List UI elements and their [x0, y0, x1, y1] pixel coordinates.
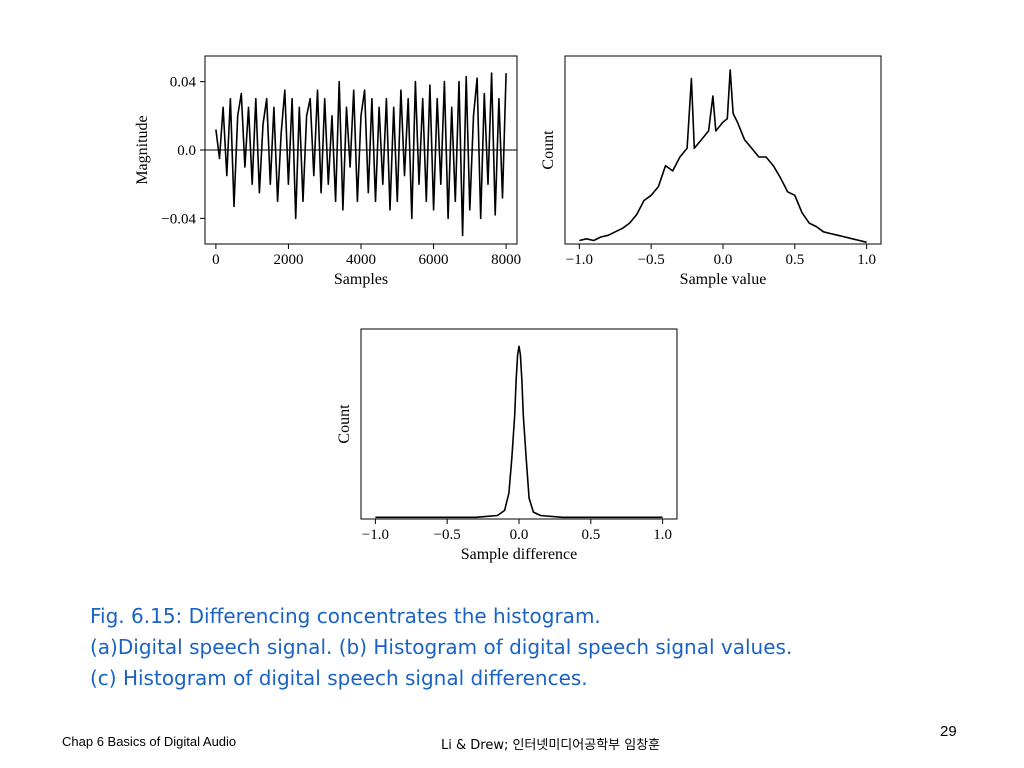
series-line-0	[215, 72, 507, 237]
x-tick-label: 0.5	[581, 527, 600, 543]
x-tick-label: 1.0	[857, 252, 876, 268]
y-tick-label: 0.0	[177, 143, 196, 159]
x-tick-label: 6000	[419, 252, 449, 268]
x-tick-label: 0.0	[510, 527, 529, 543]
x-axis-label: Samples	[334, 271, 388, 288]
x-tick-label: −0.5	[638, 252, 665, 268]
plot-frame	[360, 328, 678, 520]
caption-line-2: (a)Digital speech signal. (b) Histogram …	[90, 635, 793, 659]
chart-b-value-histogram: −1.0 −0.5 0.0 0.5 1.0 Sample value Count	[540, 55, 882, 288]
figure-caption: Fig. 6.15: Differencing concentrates the…	[90, 601, 990, 694]
y-axis-label: Count	[540, 130, 557, 170]
x-tick-label: −1.0	[362, 527, 389, 543]
plot-frame	[564, 55, 882, 245]
x-tick-label: 1.0	[653, 527, 672, 543]
chart-a-speech-signal: 0 2000 4000 6000 8000 0.04 0.0 −0.04 Samples Magn…	[134, 55, 521, 288]
y-tick-label: −0.04	[161, 211, 196, 227]
x-axis-label: Sample difference	[461, 546, 578, 563]
y-axis-label: Magnitude	[134, 115, 151, 184]
x-tick-label: 2000	[273, 252, 303, 268]
caption-line-3: (c) Histogram of digital speech signal d…	[90, 666, 588, 690]
x-tick-label: 0	[212, 252, 220, 268]
series-line-0	[375, 345, 663, 519]
footer-chapter: Chap 6 Basics of Digital Audio	[62, 734, 237, 749]
x-tick-label: 8000	[491, 252, 521, 268]
x-tick-label: −0.5	[434, 527, 461, 543]
x-tick-label: 4000	[346, 252, 376, 268]
footer-authors: Li & Drew; 인터넷미디어공학부 임창훈	[441, 738, 661, 753]
x-tick-label: 0.0	[714, 252, 733, 268]
y-axis-label: Count	[336, 404, 353, 444]
page-number: 29	[940, 723, 957, 740]
caption-line-1: Fig. 6.15: Differencing concentrates the…	[90, 604, 601, 628]
x-tick-label: −1.0	[566, 252, 593, 268]
x-axis-label: Sample value	[680, 271, 767, 288]
series-line-0	[579, 69, 867, 244]
chart-c-difference-histogram: −1.0 −0.5 0.0 0.5 1.0 Sample difference Count	[336, 328, 678, 563]
x-tick-label: 0.5	[785, 252, 804, 268]
y-tick-label: 0.04	[170, 75, 197, 91]
